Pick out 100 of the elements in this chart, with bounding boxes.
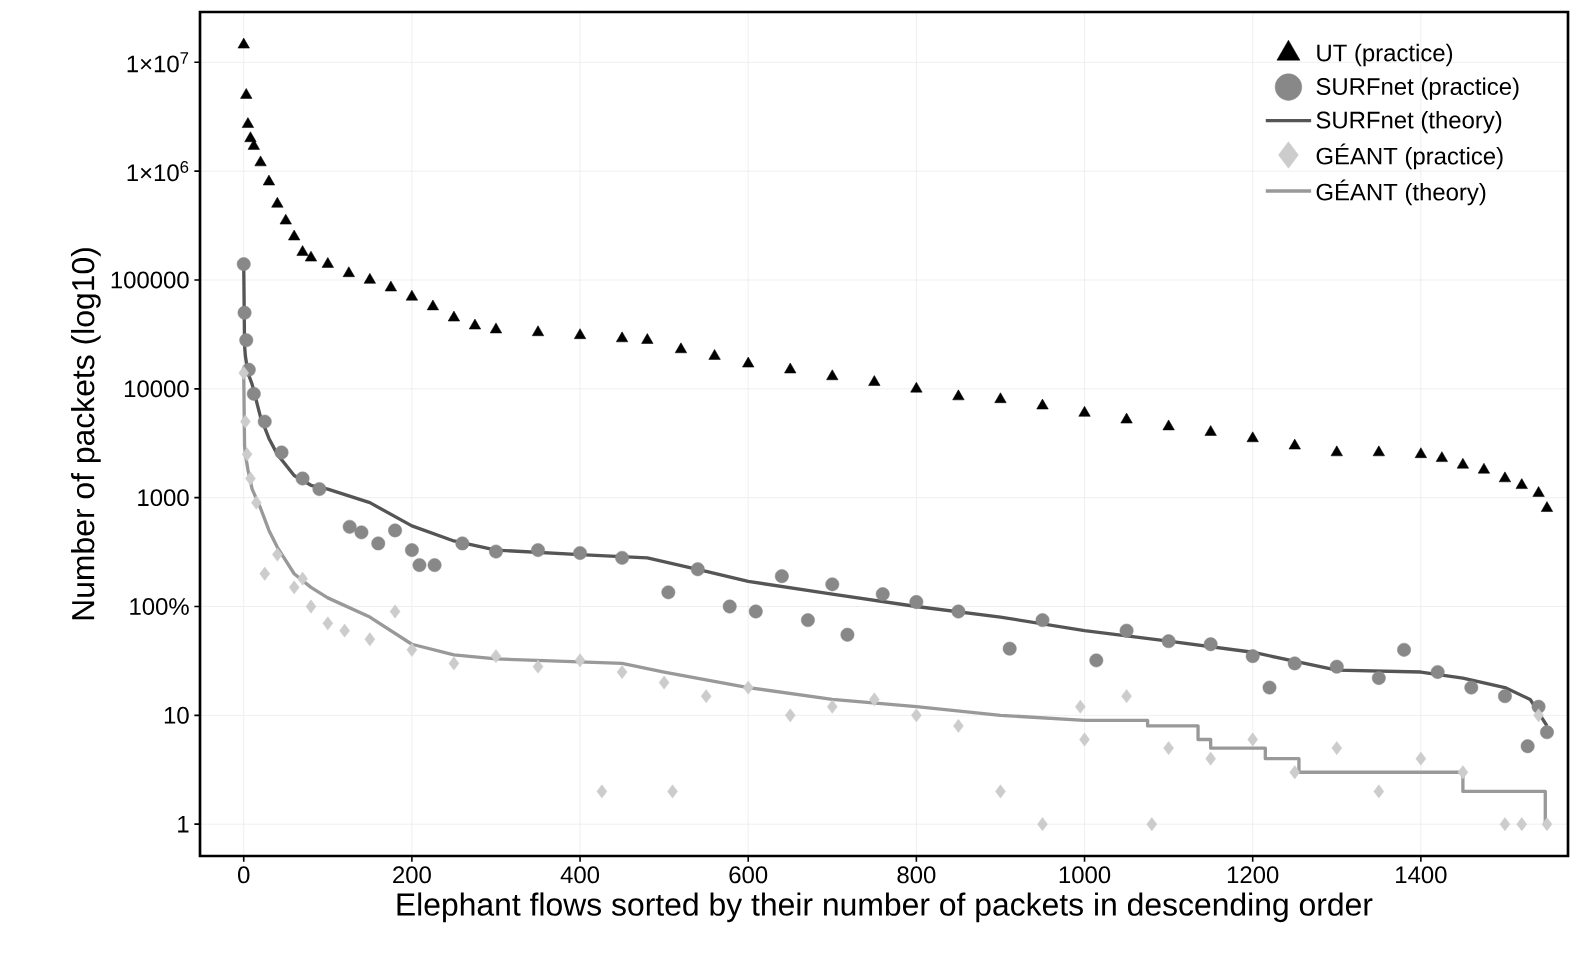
point [1331, 741, 1343, 756]
point [532, 659, 544, 674]
point [1120, 412, 1133, 424]
point [1204, 425, 1217, 436]
point [468, 318, 481, 330]
point [1247, 732, 1258, 747]
x-tick-label: 200 [393, 866, 431, 884]
point [489, 544, 503, 559]
point [305, 599, 317, 614]
point [1036, 398, 1049, 410]
point [826, 369, 839, 381]
point [953, 718, 964, 733]
point [1515, 478, 1528, 489]
point [596, 784, 608, 799]
x-tick-label: 0 [238, 866, 250, 884]
point [1161, 634, 1176, 649]
point [1456, 458, 1469, 469]
point [1498, 471, 1511, 483]
point [1121, 689, 1132, 704]
point [288, 580, 300, 595]
point [801, 613, 815, 628]
point [245, 471, 256, 486]
point [1262, 680, 1277, 695]
point [1541, 817, 1553, 832]
legend-label: UT (practice) [1317, 43, 1453, 67]
x-tick-label: 800 [897, 866, 936, 884]
point [869, 692, 880, 707]
point [951, 604, 966, 619]
point [1089, 653, 1104, 668]
point [909, 595, 924, 609]
point [1146, 817, 1158, 832]
x-tick-label: 1000 [1059, 866, 1111, 884]
point [1002, 641, 1017, 656]
point [389, 604, 401, 619]
point [448, 656, 460, 671]
point [236, 257, 251, 271]
point [1246, 431, 1259, 443]
point [1203, 637, 1218, 652]
point [1457, 765, 1469, 780]
point [784, 362, 797, 374]
point [297, 571, 308, 586]
point [404, 543, 419, 557]
point [363, 273, 376, 284]
point [257, 414, 272, 429]
point [1499, 817, 1511, 832]
point [251, 495, 262, 510]
point [354, 525, 369, 540]
point [1464, 680, 1479, 695]
legend-label: GÉANT (theory) [1316, 179, 1486, 206]
point [304, 250, 318, 262]
point [241, 117, 254, 128]
point [288, 229, 301, 241]
point [1037, 817, 1048, 832]
legend-label: SURFnet (theory) [1316, 111, 1502, 134]
point [616, 331, 629, 343]
point [339, 623, 350, 638]
point [1435, 451, 1448, 462]
y-tick-label: 100000 [111, 271, 189, 289]
point [658, 675, 670, 690]
point [296, 245, 309, 256]
point [1498, 689, 1512, 704]
legend-label: SURFnet (practice) [1316, 77, 1519, 100]
point [825, 577, 840, 592]
point [342, 519, 357, 534]
x-tick-label: 400 [560, 866, 600, 884]
point [574, 653, 586, 668]
point [911, 708, 922, 723]
point [1477, 462, 1490, 474]
point [1540, 501, 1553, 512]
point [1372, 445, 1385, 457]
legend-label: GÉANT (practice) [1316, 143, 1503, 170]
point [700, 689, 712, 704]
point [1163, 741, 1174, 756]
point [616, 665, 628, 679]
point [240, 88, 253, 99]
y-tick-label: 1000 [138, 489, 189, 507]
x-axis-title: Elephant flows sorted by their number of packets in descending order [397, 892, 1373, 923]
point [455, 536, 470, 551]
point [1329, 659, 1344, 674]
point [774, 569, 789, 584]
point [1035, 613, 1050, 628]
point [661, 585, 676, 600]
point [1078, 406, 1091, 417]
point [1533, 708, 1544, 723]
point [531, 325, 545, 336]
point [240, 414, 251, 429]
x-tick-label: 1200 [1227, 866, 1279, 884]
y-tick-label: 10 [164, 706, 189, 724]
point [868, 375, 881, 386]
x-tick-label: 600 [729, 866, 768, 884]
point [875, 587, 890, 602]
point [412, 558, 427, 573]
point [262, 174, 275, 186]
point [785, 708, 796, 723]
point [1245, 649, 1260, 664]
point [531, 543, 545, 557]
point [1397, 642, 1411, 657]
point [1373, 784, 1385, 799]
point [241, 447, 253, 462]
point [384, 280, 397, 292]
